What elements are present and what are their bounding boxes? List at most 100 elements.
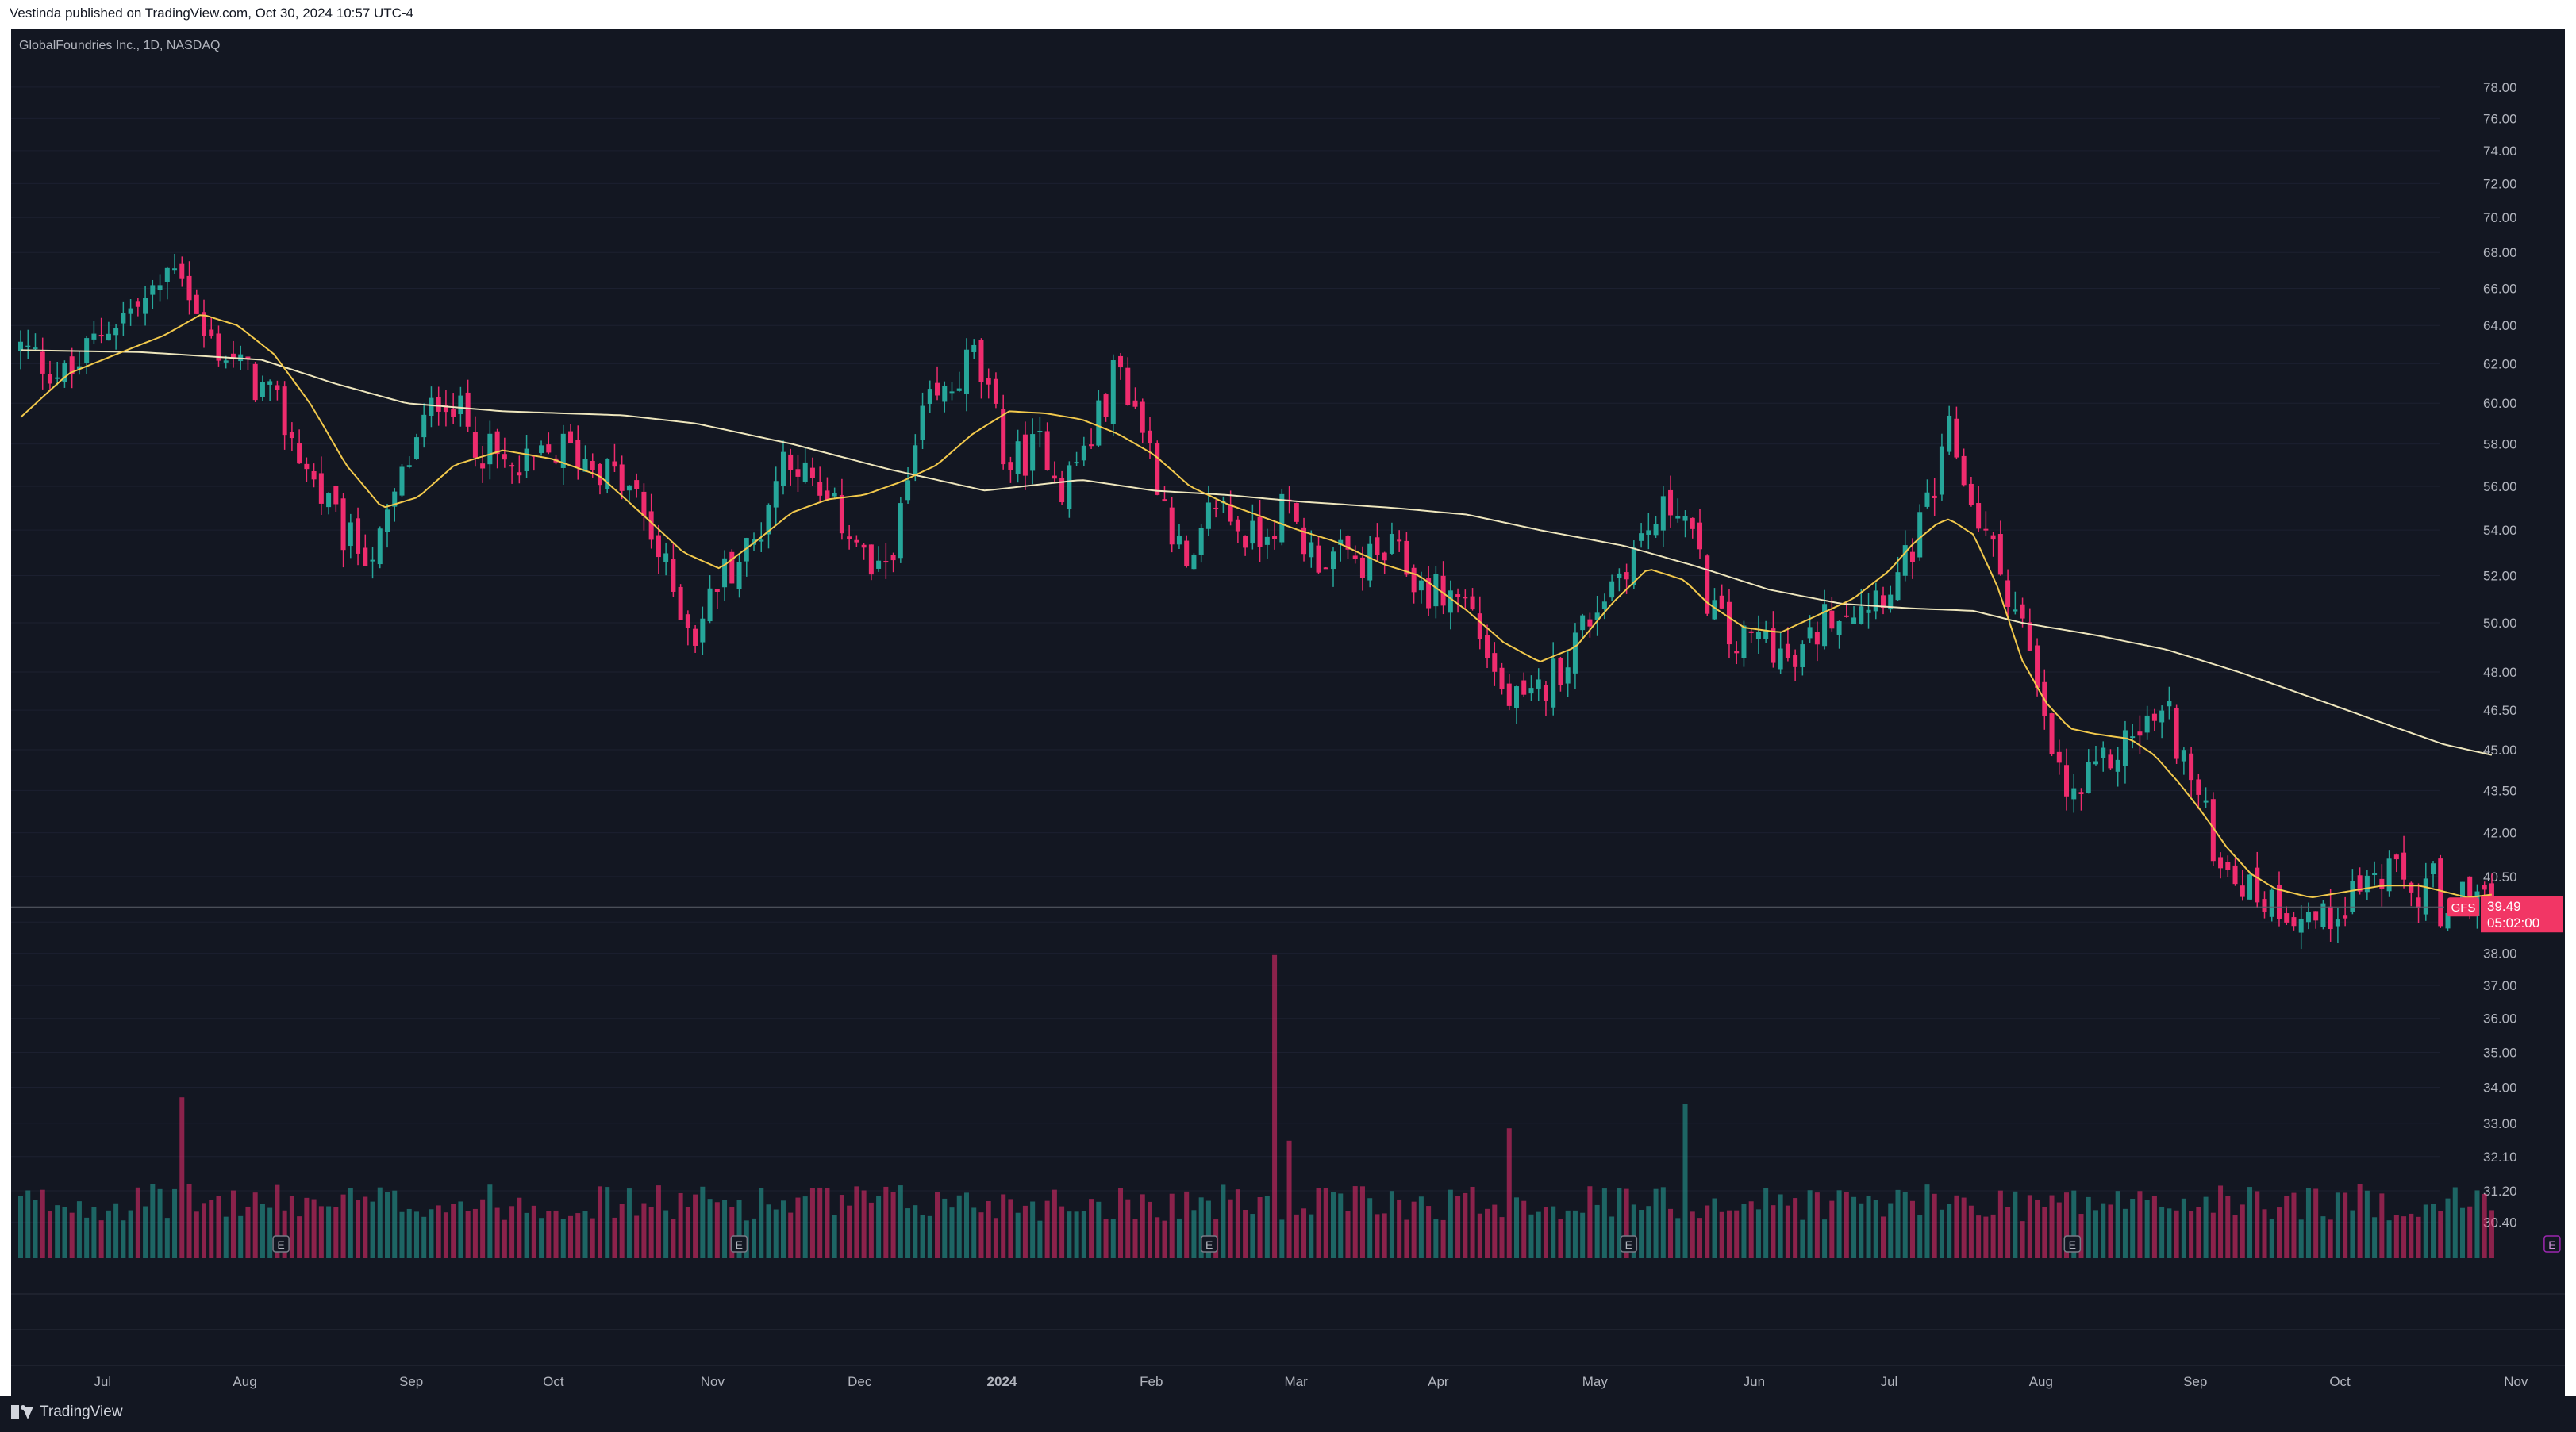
volume-bar bbox=[121, 1220, 126, 1258]
volume-bar bbox=[1030, 1201, 1036, 1258]
candle-body bbox=[1235, 519, 1240, 532]
earnings-badge-letter: E bbox=[277, 1238, 284, 1251]
volume-bar bbox=[605, 1187, 610, 1258]
volume-bar bbox=[143, 1206, 148, 1258]
volume-bar bbox=[1755, 1209, 1761, 1258]
volume-bar bbox=[509, 1206, 515, 1258]
price-tick-label: 58.00 bbox=[2483, 437, 2517, 452]
volume-bar bbox=[2313, 1188, 2319, 1258]
price-tick-label: 36.00 bbox=[2483, 1012, 2517, 1027]
candle-body bbox=[1338, 539, 1344, 545]
volume-bar bbox=[1932, 1193, 1937, 1258]
volume-bar bbox=[1250, 1214, 1255, 1258]
candle-body bbox=[656, 535, 661, 558]
volume-bar bbox=[186, 1184, 192, 1258]
volume-bar bbox=[1110, 1219, 1116, 1258]
candle-body bbox=[91, 333, 97, 340]
price-tick-label: 72.00 bbox=[2483, 176, 2517, 191]
candle-body bbox=[1646, 530, 1651, 535]
volume-bar bbox=[1617, 1188, 1622, 1258]
candle-body bbox=[164, 267, 170, 282]
volume-bar bbox=[641, 1203, 647, 1258]
volume-bar bbox=[1015, 1212, 1021, 1258]
volume-bar bbox=[1205, 1200, 1211, 1258]
candle-body bbox=[1601, 601, 1607, 609]
volume-bar bbox=[2343, 1192, 2348, 1258]
candle-body bbox=[451, 409, 456, 417]
candle-body bbox=[1587, 619, 1593, 627]
candle-body bbox=[1954, 418, 1959, 458]
volume-bar bbox=[1155, 1217, 1160, 1258]
candle-body bbox=[597, 463, 602, 486]
last-price-value: 39.49 bbox=[2487, 899, 2521, 914]
volume-bar bbox=[868, 1202, 874, 1258]
volume-bar bbox=[267, 1207, 273, 1258]
volume-bar bbox=[1888, 1203, 1894, 1258]
candle-body bbox=[2379, 878, 2385, 889]
volume-bar bbox=[2137, 1191, 2143, 1258]
candle-body bbox=[883, 561, 889, 563]
volume-bar bbox=[385, 1192, 390, 1258]
earnings-badge bbox=[730, 1235, 748, 1253]
volume-bar bbox=[76, 1201, 82, 1258]
candle-body bbox=[1631, 547, 1636, 585]
candle-body bbox=[993, 378, 998, 404]
candle-body bbox=[2255, 867, 2260, 903]
volume-bar bbox=[736, 1200, 742, 1258]
price-chart[interactable]: GlobalFoundries Inc., 1D, NASDAQ 78.00 76… bbox=[11, 29, 2565, 1396]
candle-body bbox=[2313, 911, 2319, 921]
candle-body bbox=[2027, 622, 2032, 651]
volume-bar bbox=[759, 1188, 764, 1258]
candle-body bbox=[1147, 430, 1152, 443]
candle-body bbox=[333, 486, 339, 505]
volume-bar bbox=[2482, 1193, 2487, 1258]
volume-bar bbox=[1411, 1201, 1417, 1258]
candle-body bbox=[1917, 512, 1923, 558]
volume-bar bbox=[2218, 1185, 2224, 1258]
candle-body bbox=[1059, 478, 1065, 503]
volume-bar bbox=[1301, 1208, 1307, 1258]
chart-frame[interactable]: GlobalFoundries Inc., 1D, NASDAQ 78.00 76… bbox=[11, 29, 2565, 1396]
volume-bar bbox=[2232, 1215, 2238, 1258]
price-tick-label: 30.40 bbox=[2483, 1215, 2517, 1230]
candle-body bbox=[55, 377, 60, 379]
candle-body bbox=[1639, 533, 1644, 541]
volume-bar bbox=[172, 1188, 178, 1258]
volume-bar bbox=[766, 1204, 771, 1258]
candle-body bbox=[1939, 446, 1944, 495]
candle-body bbox=[216, 333, 221, 361]
candle-body bbox=[2078, 792, 2084, 794]
candle-body bbox=[494, 431, 500, 455]
volume-bar bbox=[1037, 1220, 1043, 1258]
volume-bar bbox=[1001, 1194, 1006, 1258]
candle-body bbox=[1499, 667, 1505, 689]
candle-body bbox=[1389, 534, 1394, 554]
last-price-line: GFS 39.49 05:02:00 bbox=[11, 896, 2563, 933]
candle-body bbox=[1470, 596, 1475, 609]
tradingview-brand: TradingView bbox=[40, 1403, 123, 1420]
price-tick-label: 78.00 bbox=[2483, 80, 2517, 95]
volume-bar bbox=[2386, 1220, 2392, 1258]
volume-bar bbox=[209, 1200, 214, 1258]
candle-body bbox=[1096, 400, 1102, 446]
publish-bar: Vestinda published on TradingView.com, O… bbox=[0, 0, 2576, 29]
volume-bar bbox=[443, 1212, 448, 1258]
candle-body bbox=[1492, 653, 1498, 672]
volume-bar bbox=[179, 1097, 185, 1258]
volume-bar bbox=[429, 1209, 434, 1258]
candle-body bbox=[2144, 715, 2150, 733]
candle-body bbox=[1205, 502, 1211, 529]
price-tick-label: 70.00 bbox=[2483, 210, 2517, 225]
volume-bar bbox=[2269, 1219, 2274, 1258]
candle-body bbox=[502, 454, 507, 460]
volume-bar bbox=[1836, 1190, 1842, 1258]
volume-bar bbox=[2372, 1217, 2378, 1258]
candle-body bbox=[568, 431, 574, 443]
volume-bar bbox=[2093, 1210, 2098, 1258]
tradingview-logo[interactable]: TradingView bbox=[11, 1403, 123, 1421]
candle-body bbox=[2247, 874, 2253, 900]
time-axis[interactable]: Jul Aug Sep Oct Nov Dec 2024 Feb Mar Apr May Jun Jul… bbox=[11, 1293, 2565, 1389]
candle-body bbox=[1316, 545, 1321, 573]
candle-body bbox=[942, 386, 948, 402]
volume-bar bbox=[1521, 1200, 1527, 1258]
